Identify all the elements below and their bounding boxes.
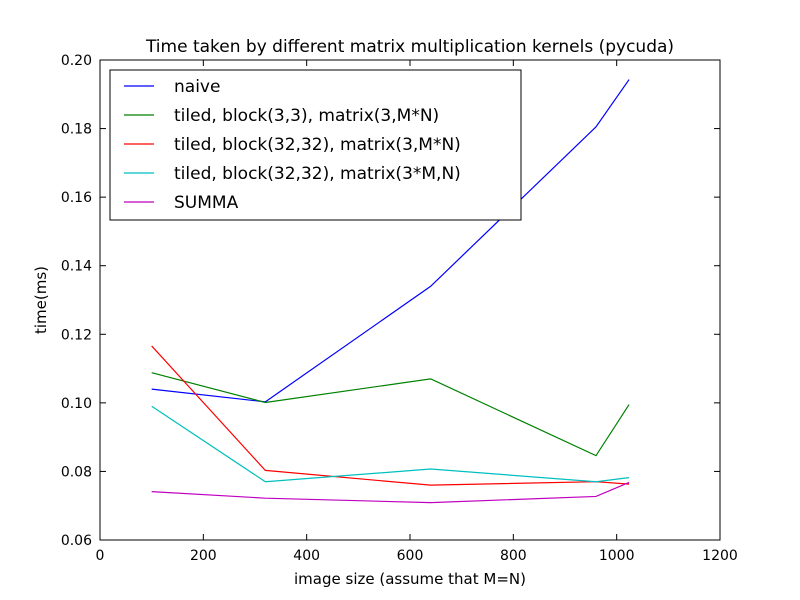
x-tick-label: 1200 [702,548,738,564]
x-tick-label: 200 [190,548,217,564]
legend-label-2: tiled, block(3,3), matrix(3,M*N) [174,106,439,126]
series-line-4 [151,405,630,483]
x-tick-label: 1000 [599,548,635,564]
y-tick-label: 0.06 [61,533,92,549]
series-line-3 [151,345,630,486]
series-line-5 [151,481,630,504]
y-tick-label: 0.08 [61,464,92,480]
chart-title: Time taken by different matrix multiplic… [145,37,674,57]
legend: naive tiled, block(3,3), matrix(3,M*N) til… [109,69,522,221]
legend-label-4: tiled, block(32,32), matrix(3*M,N) [174,164,461,184]
y-axis-label: time(ms) [32,266,50,334]
x-tick-label: 600 [397,548,424,564]
y-tick-label: 0.20 [61,53,92,69]
legend-label-1: naive [174,77,220,97]
y-tick-label: 0.12 [61,327,92,343]
x-tick-label: 400 [293,548,320,564]
legend-label-3: tiled, block(32,32), matrix(3,M*N) [174,135,461,155]
legend-label-5: SUMMA [174,193,239,213]
y-tick-label: 0.10 [61,396,92,412]
y-tick-label: 0.16 [61,190,92,206]
series-line-1 [151,79,630,403]
x-axis-label: image size (assume that M=N) [294,570,526,588]
plot-frame [99,59,721,541]
x-tick-label: 800 [500,548,527,564]
series-layer [151,79,630,504]
legend-box [109,69,522,221]
x-tick-label: 0 [96,548,105,564]
series-line-2 [151,372,630,457]
tick-layer: 0 200 400 600 800 1000 1200 0.06 0.08 0.10 0.12 0.1… [61,53,738,564]
y-tick-label: 0.18 [61,122,92,138]
y-tick-label: 0.14 [61,259,92,275]
